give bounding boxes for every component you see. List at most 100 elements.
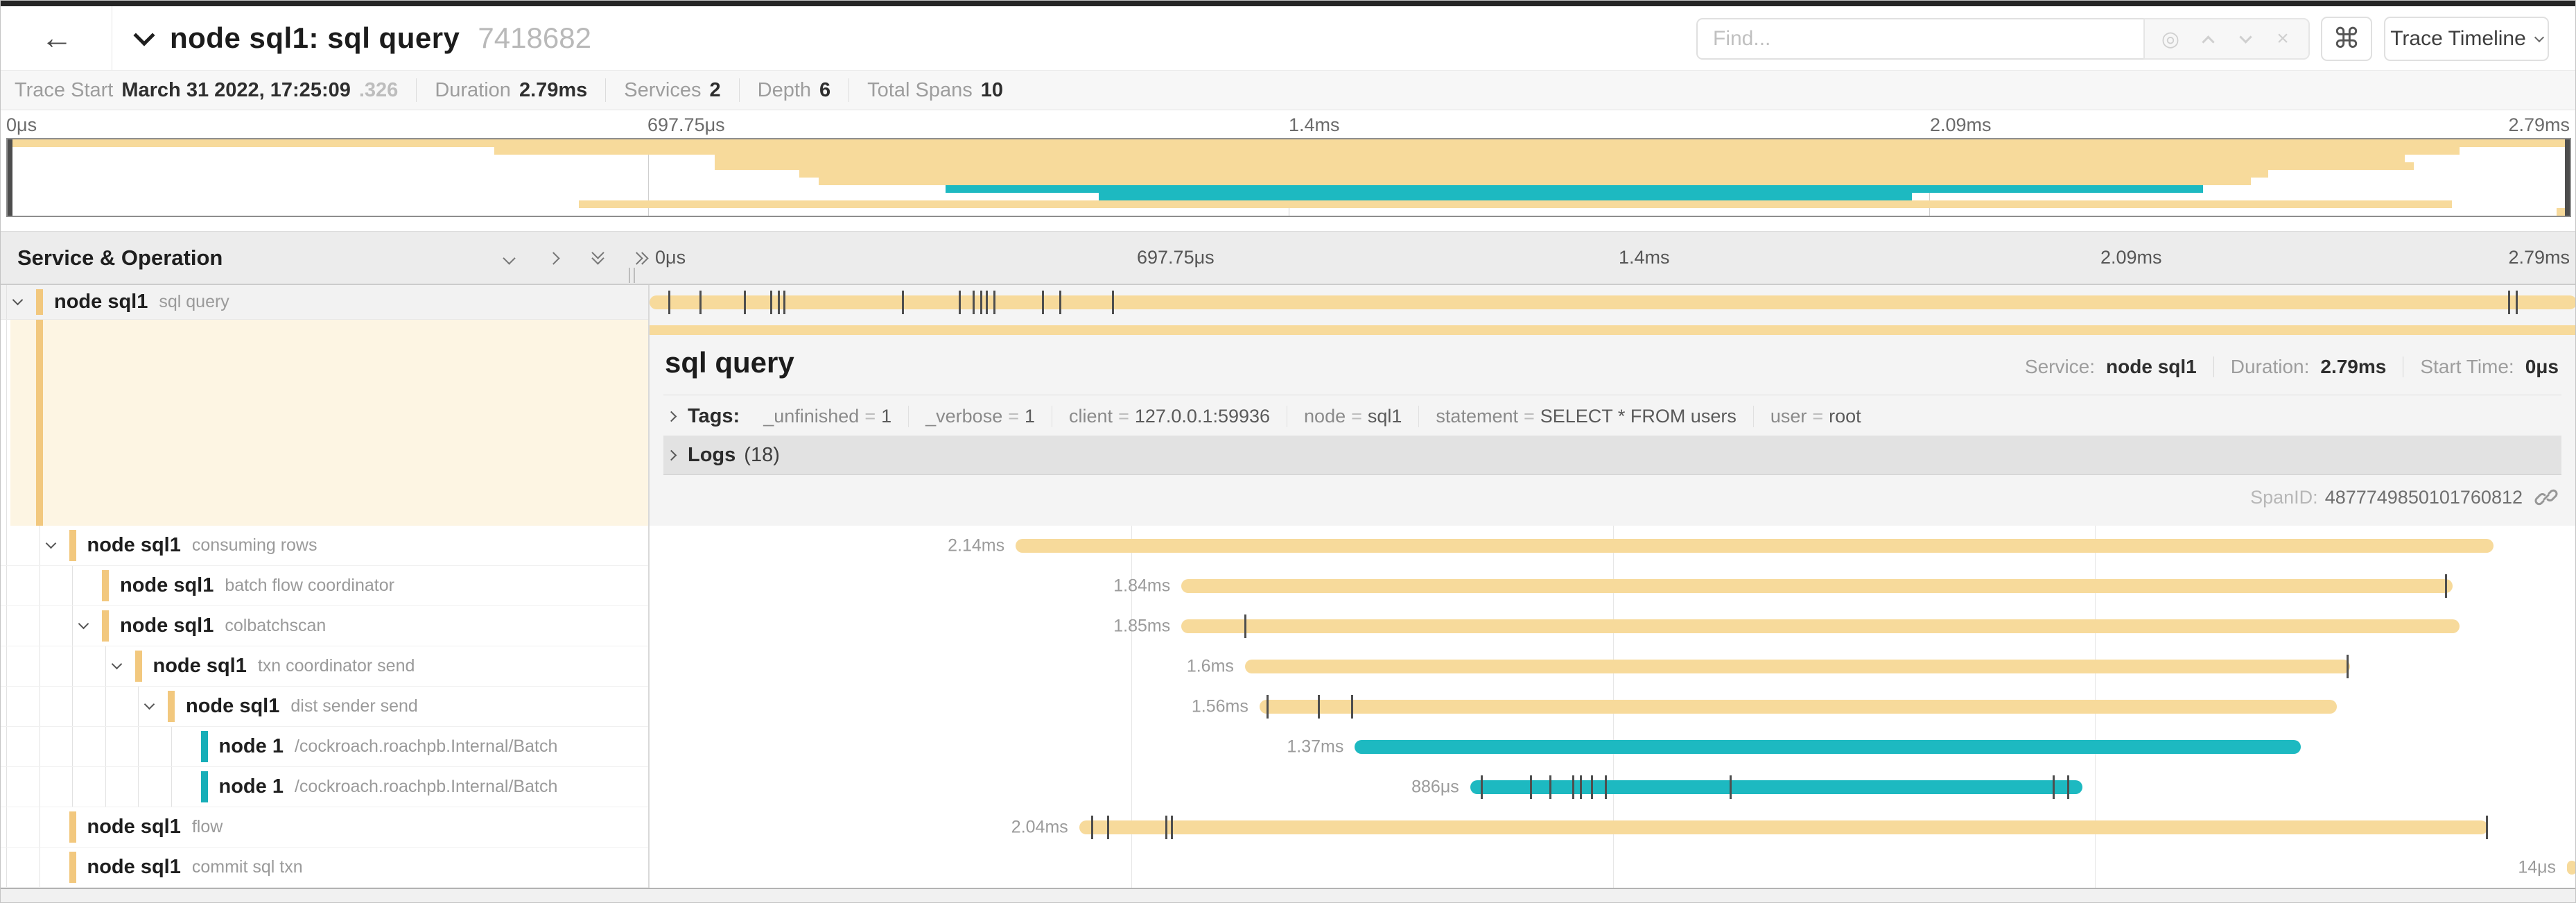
minimap-bars	[8, 139, 2570, 216]
minimap-canvas[interactable]	[6, 138, 2571, 217]
span-bar-row-sql-query[interactable]	[650, 285, 2575, 320]
tree-row-sql-query[interactable]: node sql1 sql query	[1, 285, 648, 320]
span-bar[interactable]	[650, 295, 2575, 309]
tree-row[interactable]: node sql1 txn coordinator send	[1, 646, 648, 687]
view-selector-button[interactable]: Trace Timeline	[2384, 17, 2549, 61]
tag-item[interactable]: client = 127.0.0.1:59936	[1052, 406, 1287, 427]
service-name: node 1	[218, 735, 284, 757]
link-icon[interactable]	[2534, 485, 2559, 510]
span-bar-row[interactable]: 1.85ms	[650, 606, 2575, 646]
service-name: node sql1	[87, 856, 181, 878]
indent-guide	[6, 848, 7, 887]
locate-icon[interactable]: ◎	[2161, 27, 2180, 51]
tag-item[interactable]: user = root	[1752, 406, 1878, 427]
operation-name: dist sender send	[290, 696, 418, 716]
span-bar-row[interactable]: 1.6ms	[650, 646, 2575, 687]
chevron-down-icon[interactable]	[143, 698, 155, 710]
span-bar-row[interactable]: 1.37ms	[650, 727, 2575, 767]
service-color-strip	[36, 289, 43, 315]
chevron-down-icon[interactable]	[133, 24, 155, 46]
panel-resize-grip[interactable]	[629, 268, 635, 283]
chevron-down-icon	[502, 251, 516, 265]
log-tick-mark	[901, 291, 904, 314]
span-bar-row[interactable]: 1.84ms	[650, 566, 2575, 606]
detail-meta-label: Start Time:	[2420, 356, 2514, 377]
span-bar-row[interactable]: 2.14ms	[650, 526, 2575, 566]
span-bar[interactable]	[1355, 740, 2301, 754]
trace-info-bar: Trace Start March 31 2022, 17:25:09 .326 Du…	[1, 70, 2575, 110]
expand-one-level-button[interactable]	[543, 248, 564, 268]
indent-guide	[6, 687, 7, 726]
panel-divider[interactable]	[648, 285, 650, 888]
log-tick-mark	[1730, 775, 1732, 799]
tree-row[interactable]: node sql1 colbatchscan	[1, 606, 648, 646]
prev-result-button[interactable]	[2193, 24, 2223, 54]
tag-item[interactable]: _unfinished = 1	[747, 406, 908, 427]
back-button[interactable]: ←	[19, 16, 95, 59]
chevron-right-icon	[546, 251, 560, 265]
tree-row[interactable]: node sql1 batch flow coordinator	[1, 566, 648, 606]
chevron-down-icon[interactable]	[45, 538, 56, 549]
span-duration-label: 14μs	[2518, 857, 2557, 877]
tags-accordion[interactable]: Tags: _unfinished = 1 _verbose = 1 client = 127.…	[663, 397, 2561, 436]
find-input[interactable]	[1696, 18, 2143, 60]
minimap-left-scrubber[interactable]	[8, 139, 12, 216]
chevron-down-icon	[2238, 30, 2252, 44]
tree-row[interactable]: node sql1 flow	[1, 807, 648, 848]
tag-item[interactable]: node = sql1	[1287, 406, 1418, 427]
log-tick-mark	[2516, 291, 2518, 314]
tag-key: _verbose	[925, 406, 1003, 427]
log-tick-mark	[770, 291, 773, 314]
service-color-strip	[102, 570, 109, 601]
chevron-down-icon[interactable]	[78, 618, 89, 629]
indent-guide	[105, 646, 106, 686]
minimap-right-scrubber[interactable]	[2565, 139, 2570, 216]
span-bar[interactable]	[1181, 579, 2453, 593]
operation-name: txn coordinator send	[257, 656, 415, 676]
tree-row[interactable]: node sql1 consuming rows	[1, 526, 648, 566]
row-labels: node sql1 flow	[87, 807, 223, 847]
span-bar-row[interactable]: 1.56ms	[650, 687, 2575, 727]
logs-accordion[interactable]: Logs (18)	[663, 436, 2561, 475]
tag-item[interactable]: statement = SELECT * FROM users	[1418, 406, 1752, 427]
log-tick-mark	[1549, 775, 1552, 799]
span-bar[interactable]	[1259, 700, 2338, 714]
log-tick-mark	[2066, 775, 2069, 799]
span-bar[interactable]	[1181, 619, 2460, 633]
span-bar-row[interactable]: 886μs	[650, 767, 2575, 807]
chevron-down-icon[interactable]	[111, 658, 122, 669]
equals-sign: =	[864, 406, 876, 427]
equals-sign: =	[1523, 406, 1535, 427]
span-id-label: SpanID:	[2250, 486, 2318, 508]
tree-row[interactable]: node 1/cockroach.roachpb.Internal/Batch	[1, 727, 648, 767]
tree-row[interactable]: node 1/cockroach.roachpb.Internal/Batch	[1, 767, 648, 807]
tree-row[interactable]: node sql1 commit sql txn	[1, 848, 648, 888]
span-bar-row[interactable]: 2.04ms	[650, 807, 2575, 848]
indent-guide	[105, 727, 106, 766]
operation-name: flow	[191, 817, 223, 836]
span-bar[interactable]	[1016, 539, 2494, 553]
chevron-right-icon	[665, 449, 677, 461]
tree-row[interactable]: node sql1 dist sender send	[1, 687, 648, 727]
expand-all-button[interactable]	[587, 246, 608, 268]
minimap-span-bar	[715, 162, 2414, 170]
next-result-button[interactable]	[2230, 24, 2261, 54]
span-bar[interactable]	[1470, 780, 2082, 794]
timeline-tick-label: 2.09ms	[2100, 247, 2162, 268]
chevron-down-icon	[2534, 32, 2544, 43]
span-bar-row[interactable]: 14μs	[650, 848, 2575, 888]
collapse-all-button[interactable]	[498, 248, 519, 268]
chevron-down-icon[interactable]	[12, 294, 24, 305]
clear-find-button[interactable]: ×	[2277, 27, 2289, 50]
span-bar[interactable]	[1079, 820, 2489, 834]
span-bar[interactable]	[2567, 861, 2575, 875]
log-tick-mark	[1106, 816, 1109, 839]
tag-item[interactable]: _verbose = 1	[908, 406, 1052, 427]
span-bar[interactable]	[1244, 660, 2351, 673]
tag-key: user	[1770, 406, 1807, 427]
log-tick-mark	[1351, 695, 1354, 719]
keyboard-shortcuts-button[interactable]: ⌘	[2321, 17, 2372, 61]
trace-title-group[interactable]: node sql1: sql query 7418682	[133, 6, 591, 70]
minimap-row	[8, 185, 2570, 193]
